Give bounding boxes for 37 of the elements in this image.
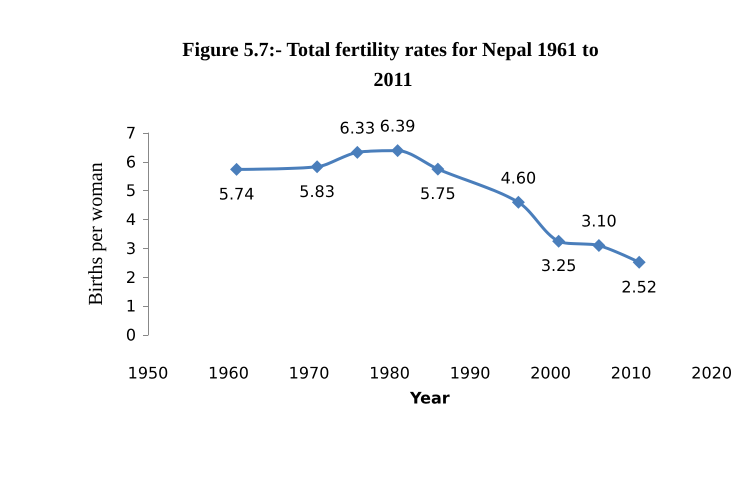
point — [350, 146, 364, 159]
x-tick-label: 1970 — [288, 364, 330, 382]
chart-title: Figure 5.7:- Total fertility rates for Nepal 1961 to 2011 — [182, 39, 604, 91]
x-tick-label: 1990 — [450, 364, 490, 382]
y-tick-label: 3 — [126, 238, 136, 258]
y-axis-title: Births per woman — [85, 162, 107, 306]
data-label: 3.25 — [540, 256, 576, 276]
point — [391, 144, 404, 158]
data-label: 3.10 — [581, 212, 617, 231]
data-label: 5.83 — [299, 182, 335, 201]
y-tick-label: 0 — [126, 326, 136, 344]
data-label: 6.39 — [380, 116, 416, 136]
point — [310, 160, 324, 174]
x-tick-label: 2010 — [610, 364, 652, 382]
y-tick-label: 5 — [126, 181, 136, 200]
point — [592, 239, 606, 252]
data-label: 6.33 — [340, 118, 376, 138]
x-axis-title: Year — [408, 388, 450, 408]
point — [512, 196, 525, 209]
y-tick-label: 1 — [126, 296, 136, 316]
x-tick-label: 1960 — [208, 364, 249, 382]
y-tick-label: 2 — [126, 268, 136, 287]
data-label: 2.52 — [621, 277, 657, 296]
y-tick-label: 4 — [126, 210, 136, 230]
point — [552, 234, 566, 248]
y-tick-label: 6 — [126, 152, 136, 172]
x-tick-label: 1950 — [128, 364, 168, 382]
point — [632, 256, 646, 269]
data-label: 4.60 — [500, 168, 536, 188]
y-tick-label: 7 — [126, 124, 136, 142]
x-tick-label: 2020 — [691, 364, 732, 382]
x-tick-label: 2000 — [530, 364, 571, 382]
data-label: 5.75 — [420, 184, 456, 204]
x-tick-label: 1980 — [369, 364, 410, 382]
data-label: 5.74 — [218, 184, 254, 204]
point — [230, 162, 244, 176]
point — [431, 162, 444, 176]
